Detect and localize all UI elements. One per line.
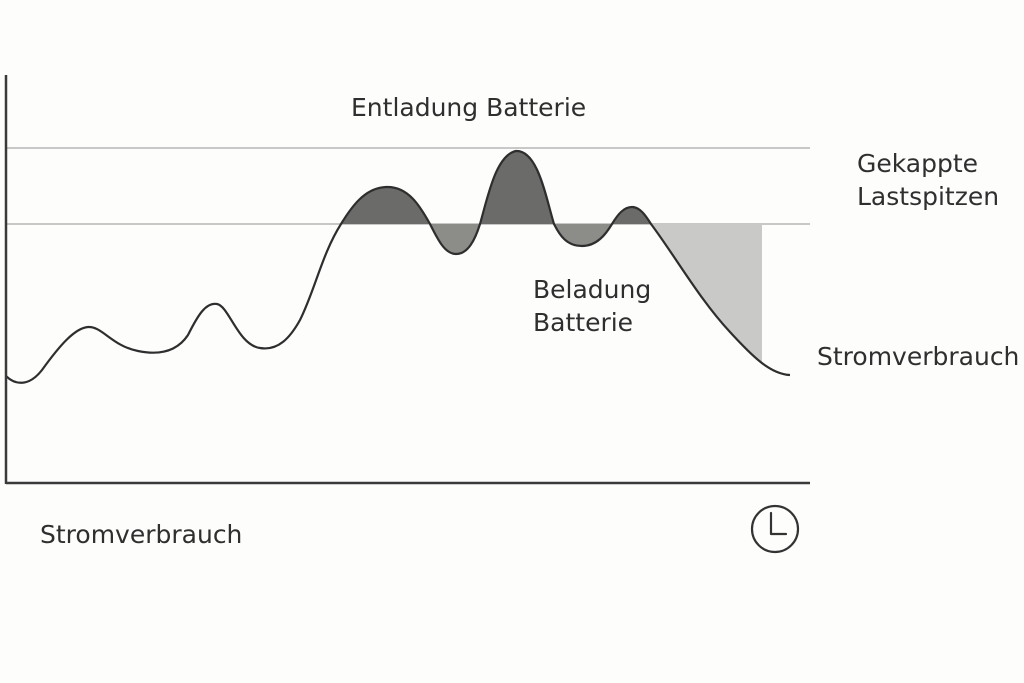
charge-label-line2: Batterie xyxy=(533,308,634,337)
clock-icon xyxy=(750,504,800,554)
charge-area-1 xyxy=(430,224,480,254)
discharge-label: Entladung Batterie xyxy=(351,93,587,122)
capped-peaks-label-line2: Lastspitzen xyxy=(857,182,1000,211)
curve-label: Stromverbrauch xyxy=(817,342,1020,371)
capped-peak-area xyxy=(651,224,762,362)
charge-label-line1: Beladung xyxy=(533,275,652,304)
capped-peaks-label-line1: Gekappte xyxy=(857,149,979,178)
y-axis-label: Stromverbrauch xyxy=(40,520,243,549)
consumption-curve xyxy=(5,149,791,384)
